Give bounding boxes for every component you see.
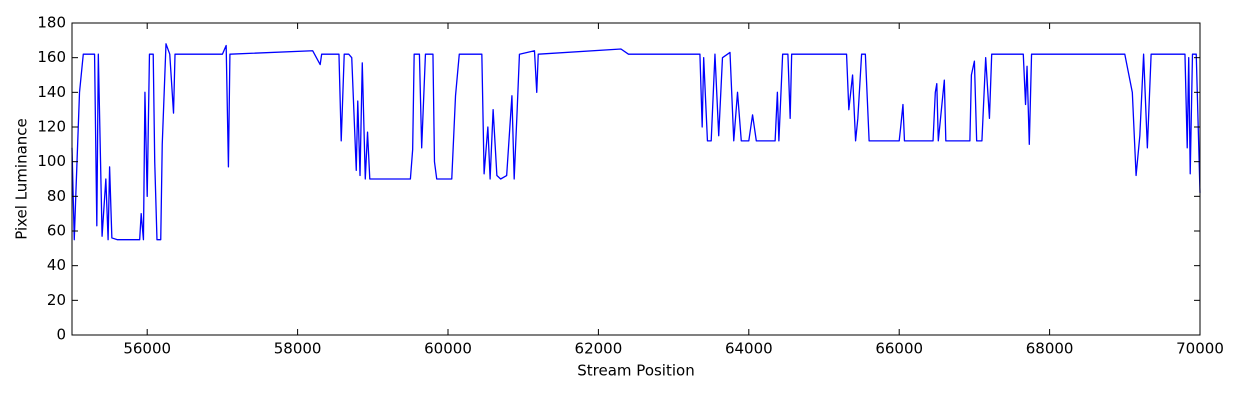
- y-axis-label: Pixel Luminance: [13, 118, 31, 240]
- x-tick-label: 64000: [725, 340, 773, 358]
- y-tick-label: 80: [47, 187, 66, 205]
- x-axis-label: Stream Position: [577, 362, 694, 380]
- y-tick-label: 0: [56, 326, 66, 344]
- y-tick-label: 60: [47, 222, 66, 240]
- data-line: [71, 43, 1201, 241]
- plot-frame: [71, 22, 1201, 336]
- y-tick-label: 40: [47, 256, 66, 274]
- y-tick-label: 100: [37, 152, 66, 170]
- x-tick-label: 58000: [274, 340, 322, 358]
- y-tick-label: 140: [37, 83, 66, 101]
- y-tick-label: 120: [37, 118, 66, 136]
- x-tick-label: 62000: [575, 340, 623, 358]
- y-tick-label: 160: [37, 48, 66, 66]
- y-tick-label: 20: [47, 291, 66, 309]
- x-tick-label: 70000: [1176, 340, 1224, 358]
- x-tick-label: 56000: [123, 340, 171, 358]
- y-tick-label: 180: [37, 14, 66, 32]
- x-tick-label: 68000: [1026, 340, 1074, 358]
- x-tick-label: 60000: [424, 340, 472, 358]
- x-tick-label: 66000: [875, 340, 923, 358]
